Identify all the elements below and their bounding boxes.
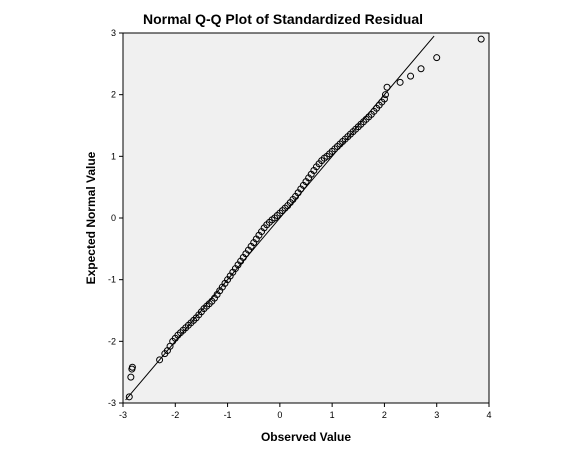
x-tick-label: 2 [382, 410, 387, 420]
x-axis-label: Observed Value [261, 430, 351, 444]
x-tick-label: 4 [486, 410, 491, 420]
x-tick-label: -3 [119, 410, 127, 420]
x-tick-label: -1 [224, 410, 232, 420]
y-tick-label: 2 [111, 90, 116, 100]
data-point [380, 95, 388, 103]
data-point [407, 72, 415, 80]
data-point [381, 91, 389, 99]
y-axis-ticks: -3 -2 -1 0 1 2 3 [108, 28, 123, 408]
y-tick-label: -3 [108, 398, 116, 408]
x-axis-ticks: -3 -2 -1 0 1 2 3 4 [119, 403, 492, 420]
data-point [396, 78, 404, 86]
data-point [383, 83, 391, 91]
data-points [125, 35, 485, 401]
data-point [128, 363, 136, 371]
data-point [125, 393, 133, 401]
chart-title: Normal Q-Q Plot of Standardized Residual [143, 11, 423, 27]
x-tick-label: 0 [277, 410, 282, 420]
data-point [477, 35, 485, 43]
plot-area [122, 32, 490, 404]
y-tick-label: 1 [111, 151, 116, 161]
y-tick-label: -1 [108, 275, 116, 285]
data-point [127, 373, 135, 381]
y-tick-label: -2 [108, 336, 116, 346]
data-point [156, 356, 164, 364]
y-tick-label: 0 [111, 213, 116, 223]
data-point [433, 54, 441, 62]
data-point [417, 65, 425, 73]
x-tick-label: -2 [171, 410, 179, 420]
y-axis-label: Expected Normal Value [84, 151, 98, 284]
y-tick-label: 3 [111, 28, 116, 38]
x-tick-label: 3 [434, 410, 439, 420]
x-tick-label: 1 [330, 410, 335, 420]
